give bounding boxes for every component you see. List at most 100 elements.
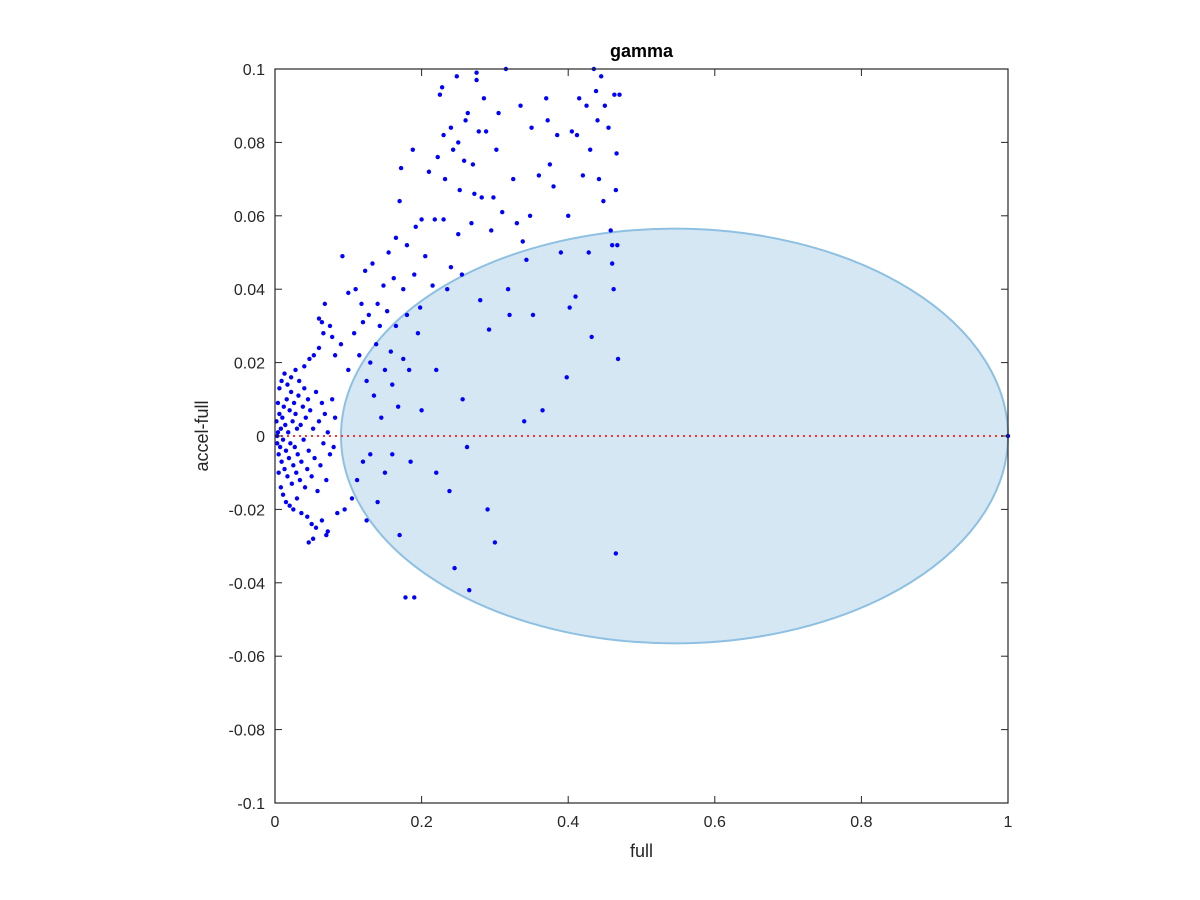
scatter-point xyxy=(566,213,571,218)
scatter-point xyxy=(299,459,304,464)
scatter-point xyxy=(288,441,293,446)
x-axis-label: full xyxy=(630,841,653,861)
scatter-point xyxy=(434,470,439,475)
scatter-point xyxy=(406,367,412,373)
scatter-point xyxy=(287,408,292,413)
scatter-point xyxy=(322,301,328,307)
scatter-point xyxy=(285,430,291,435)
scatter-point xyxy=(586,250,591,255)
scatter-point xyxy=(386,250,391,255)
scatter-point xyxy=(447,488,452,494)
scatter-point xyxy=(595,118,600,123)
scatter-point xyxy=(285,382,290,387)
scatter-point xyxy=(459,272,465,277)
scatter-point xyxy=(351,331,357,336)
x-tick-label: 1 xyxy=(1004,814,1013,831)
scatter-point xyxy=(283,448,289,453)
scatter-point xyxy=(309,521,314,527)
scatter-point xyxy=(609,242,615,248)
scatter-point xyxy=(377,323,383,329)
scatter-point xyxy=(298,422,303,428)
scatter-point xyxy=(611,287,616,292)
scatter-point xyxy=(474,77,479,83)
x-tick-label: 0.8 xyxy=(850,814,872,831)
scatter-point xyxy=(413,224,418,230)
scatter-point xyxy=(489,228,494,233)
y-tick-label: 0.1 xyxy=(243,62,265,79)
scatter-point xyxy=(279,459,284,464)
scatter-point xyxy=(511,176,516,182)
y-tick-label: 0.06 xyxy=(234,209,265,226)
scatter-point xyxy=(474,70,479,75)
scatter-point xyxy=(303,415,308,420)
x-tick-label: 0.4 xyxy=(557,814,579,831)
scatter-point xyxy=(313,525,319,530)
scatter-point xyxy=(613,187,619,193)
scatter-point xyxy=(312,455,317,461)
scatter-point xyxy=(278,426,284,431)
scatter-point xyxy=(401,356,406,362)
scatter-point xyxy=(608,228,613,233)
scatter-point xyxy=(357,353,362,358)
scatter-point xyxy=(491,195,496,200)
scatter-point xyxy=(285,474,290,479)
scatter-point xyxy=(281,404,286,409)
scatter-point xyxy=(360,320,366,325)
scatter-point xyxy=(445,287,450,292)
scatter-point xyxy=(391,275,396,281)
scatter-points xyxy=(274,66,1011,600)
scatter-point xyxy=(283,499,289,505)
scatter-point xyxy=(283,422,288,428)
scatter-point xyxy=(555,132,560,138)
scatter-point xyxy=(476,129,481,134)
scatter-point xyxy=(432,217,437,222)
scatter-point xyxy=(300,404,306,409)
scatter-point xyxy=(540,408,545,413)
scatter-point xyxy=(576,96,582,101)
scatter-point xyxy=(573,294,578,299)
scatter-point xyxy=(319,400,325,406)
scatter-point xyxy=(274,441,280,446)
scatter-point xyxy=(478,298,483,303)
scatter-point xyxy=(346,290,351,296)
scatter-point xyxy=(279,378,284,384)
scatter-point xyxy=(291,400,297,406)
scatter-point xyxy=(564,375,569,380)
y-axis-label: accel-full xyxy=(192,400,212,471)
scatter-point xyxy=(481,96,487,101)
scatter-point xyxy=(606,125,611,130)
scatter-point xyxy=(507,312,512,318)
scatter-point xyxy=(305,466,310,472)
scatter-point xyxy=(340,253,345,259)
y-tick-label: -0.1 xyxy=(237,796,265,813)
scatter-point xyxy=(368,452,373,457)
y-tick-label: 0.08 xyxy=(234,135,265,152)
scatter-point xyxy=(338,342,344,347)
scatter-point xyxy=(494,147,499,152)
y-tick-label: -0.06 xyxy=(229,649,266,666)
scatter-point xyxy=(307,356,312,362)
scatter-point xyxy=(398,165,404,171)
scatter-point xyxy=(280,437,286,442)
scatter-point xyxy=(613,551,619,556)
y-tick-label: -0.02 xyxy=(229,502,266,519)
scatter-point xyxy=(602,103,608,108)
scatter-point xyxy=(291,463,296,468)
scatter-point xyxy=(505,287,511,292)
scatter-point xyxy=(277,444,283,450)
scatter-point xyxy=(292,444,297,450)
scatter-point xyxy=(397,532,402,538)
scatter-point xyxy=(408,459,413,464)
scatter-point xyxy=(277,386,282,391)
scatter-point xyxy=(366,312,372,318)
scatter-point xyxy=(569,129,575,134)
scatter-point xyxy=(346,367,351,373)
scatter-point xyxy=(485,507,490,512)
scatter-point xyxy=(452,565,457,571)
scatter-point xyxy=(331,444,336,450)
scatter-point xyxy=(417,305,423,310)
scatter-point xyxy=(609,261,615,266)
scatter-point xyxy=(309,474,314,479)
scatter-point xyxy=(448,264,454,270)
x-tick-label: 0 xyxy=(271,814,280,831)
